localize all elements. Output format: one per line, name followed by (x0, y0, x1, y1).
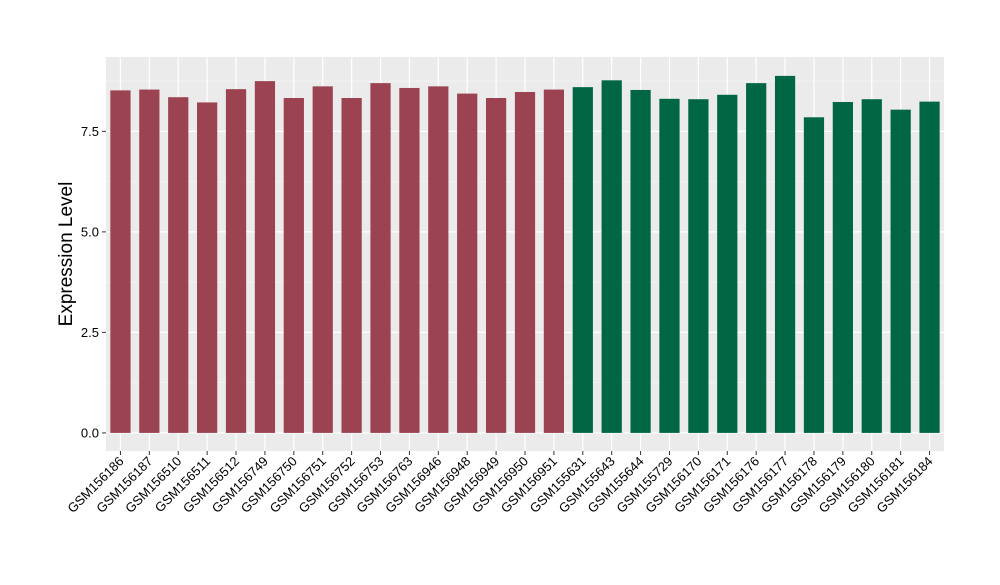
bar-gsm156749 (254, 81, 276, 433)
bar-gsm156948 (457, 93, 478, 433)
bar-gsm156951 (543, 89, 565, 433)
y-axis-title: Expression Level (56, 182, 77, 327)
y-tick-label: 7.5 (81, 124, 99, 139)
bar-gsm155644 (630, 89, 651, 433)
bar-gsm156184 (919, 101, 940, 433)
bar-gsm156512 (225, 89, 247, 433)
bar-gsm156946 (428, 86, 449, 433)
bar-gsm156763 (399, 87, 420, 433)
bar-gsm156752 (341, 98, 362, 433)
bar-gsm156949 (485, 98, 507, 433)
bar-gsm156177 (774, 75, 796, 433)
bar-gsm156510 (168, 97, 189, 433)
bar-gsm156176 (746, 83, 767, 433)
bar-gsm156511 (197, 102, 218, 433)
bar-gsm156170 (688, 99, 709, 433)
bar-gsm156186 (110, 90, 131, 433)
y-tick-label: 5.0 (81, 224, 99, 239)
bar-gsm156181 (890, 109, 911, 433)
bar-gsm156171 (717, 94, 738, 433)
x-axis: GSM156186GSM156187GSM156510GSM156511GSM1… (64, 451, 936, 516)
bar-gsm156178 (803, 117, 825, 433)
bar-gsm155729 (659, 98, 680, 433)
bar-gsm155643 (601, 80, 622, 433)
bar-gsm156750 (283, 98, 304, 433)
y-tick-label: 0.0 (81, 425, 99, 440)
bar-gsm155631 (572, 87, 593, 433)
bar-gsm156751 (312, 86, 333, 433)
bar-gsm156753 (370, 83, 391, 433)
bars-group (110, 75, 940, 433)
bar-gsm156179 (832, 102, 853, 433)
y-axis: 0.0 2.5 5.0 7.5 (81, 124, 106, 440)
bar-gsm156187 (139, 89, 160, 433)
bar-gsm156180 (861, 99, 882, 433)
y-tick-label: 2.5 (81, 325, 99, 340)
bar-gsm156950 (514, 91, 536, 433)
